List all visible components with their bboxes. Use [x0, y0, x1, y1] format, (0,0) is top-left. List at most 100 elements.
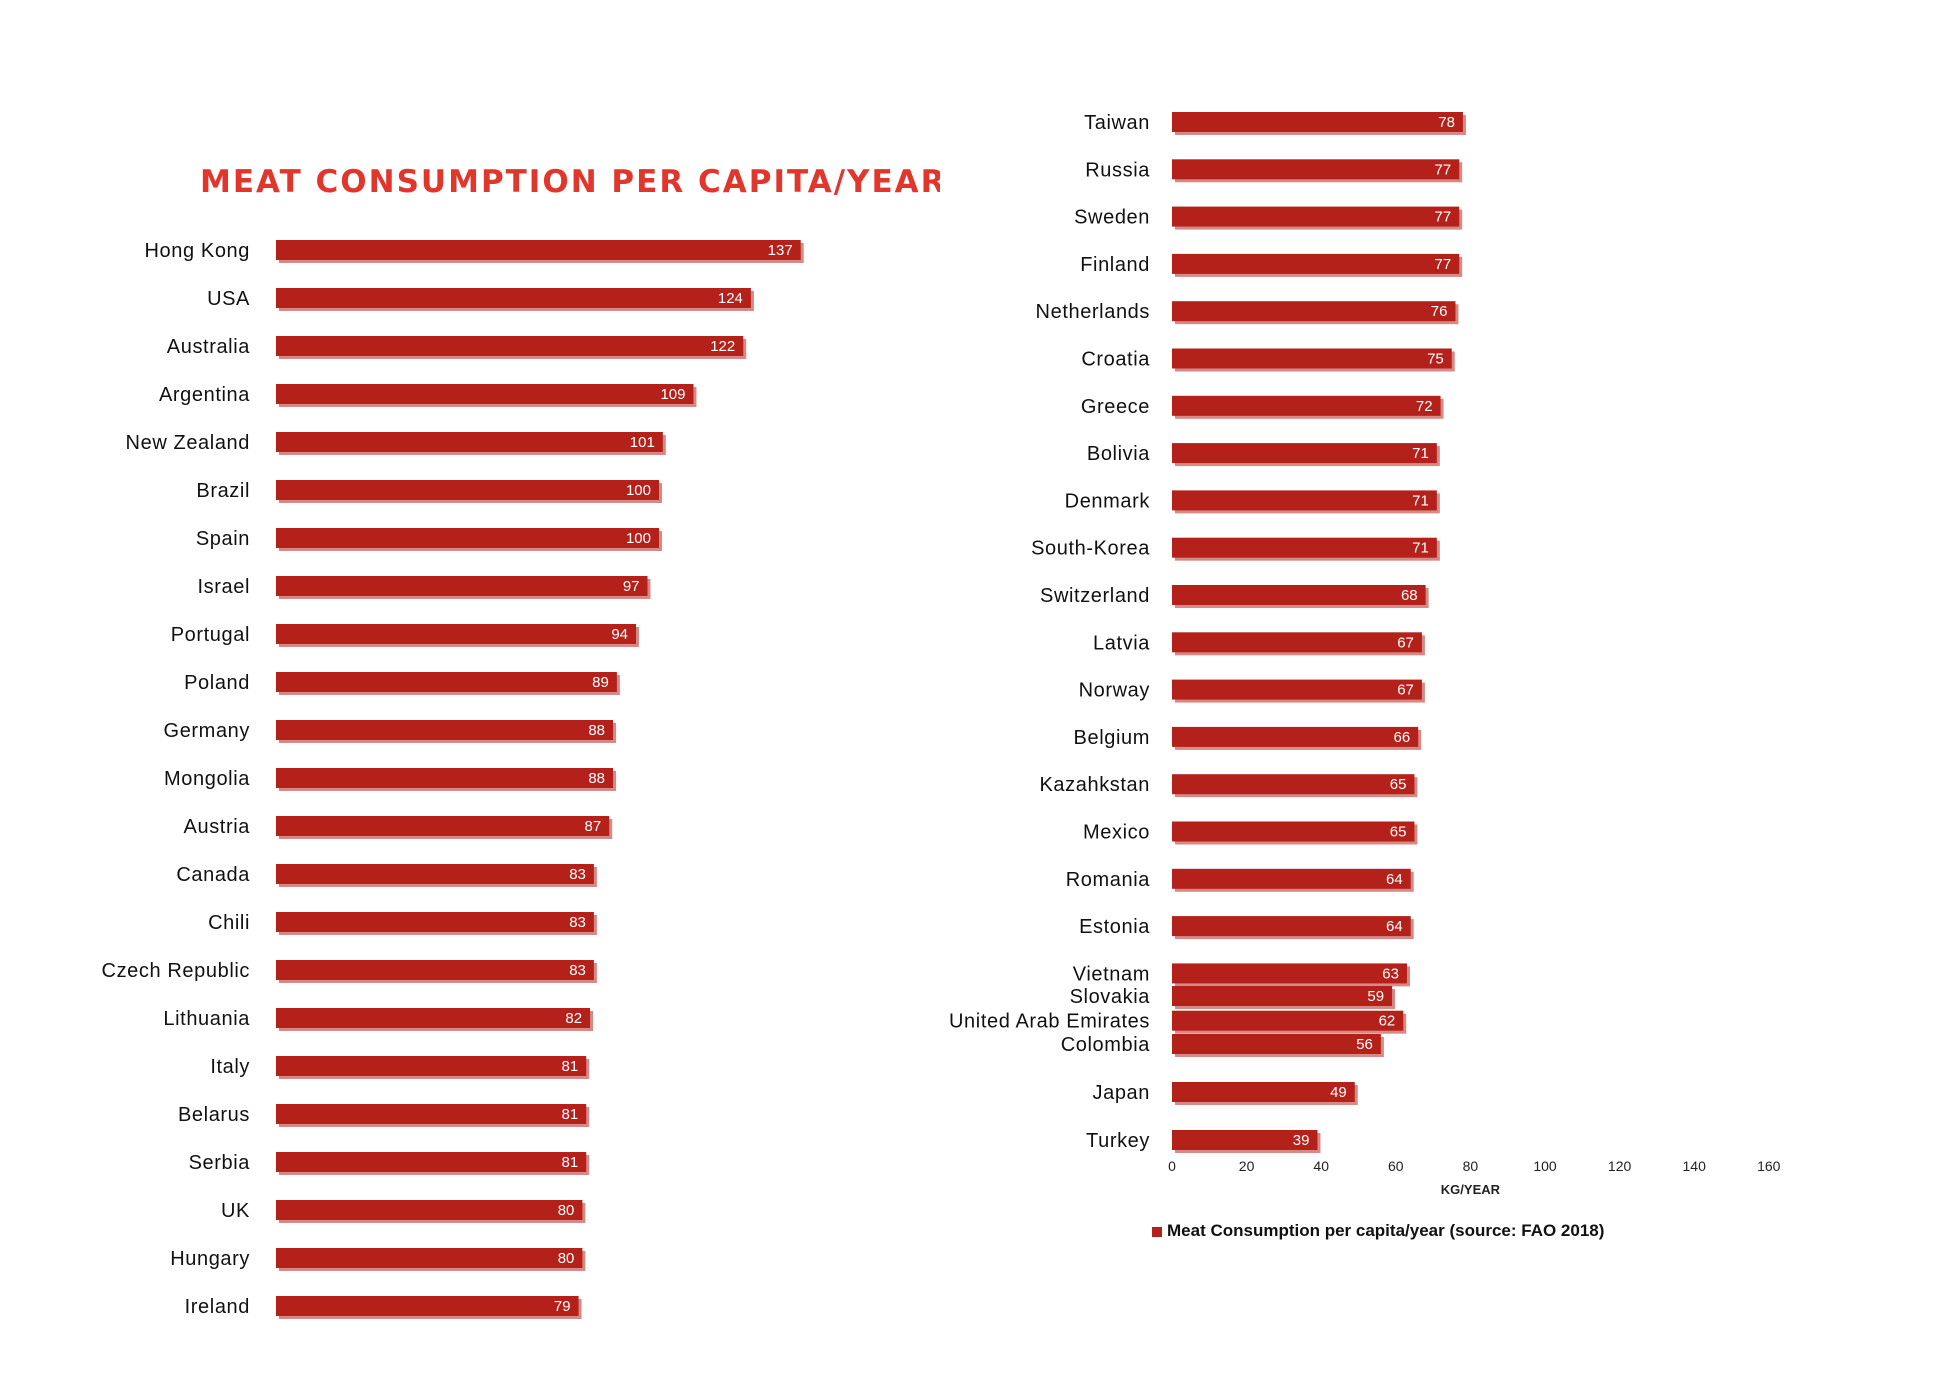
value-label: 67 — [1397, 634, 1414, 651]
category-label: Greece — [1081, 396, 1150, 418]
bar-group: Germany 88 — [164, 720, 617, 743]
bar — [276, 864, 594, 884]
bar — [276, 528, 659, 548]
bar — [276, 1008, 591, 1028]
value-label: 62 — [1379, 1013, 1396, 1030]
category-label: Mexico — [1083, 822, 1150, 844]
value-label: 81 — [562, 1106, 579, 1123]
bar-group: Bolivia 71 — [1087, 443, 1440, 467]
category-label: Austria — [184, 816, 251, 838]
category-label: Argentina — [159, 384, 250, 406]
bar — [1172, 632, 1422, 653]
bar — [1172, 1082, 1355, 1102]
bar — [276, 912, 594, 932]
bar — [1172, 443, 1437, 464]
value-label: 101 — [630, 434, 655, 451]
bar-group: Ireland 79 — [185, 1296, 582, 1319]
bar-group: Sweden 77 — [1074, 206, 1463, 230]
category-label: Spain — [196, 528, 250, 550]
category-label: Norway — [1079, 680, 1150, 702]
bar-group: Vietnam 63 — [1073, 963, 1410, 987]
value-label: 71 — [1412, 492, 1429, 509]
value-label: 83 — [569, 962, 586, 979]
category-label: USA — [207, 288, 250, 310]
bar-group: Israel 97 — [197, 576, 651, 599]
value-label: 65 — [1390, 824, 1407, 841]
bar-group: Czech Republic 83 — [102, 960, 597, 983]
value-label: 49 — [1330, 1084, 1347, 1101]
value-label: 65 — [1390, 776, 1407, 793]
x-tick-label: 80 — [1463, 1158, 1479, 1174]
value-label: 97 — [623, 578, 640, 595]
bar — [1172, 585, 1426, 605]
bar-group: Belarus 81 — [178, 1104, 590, 1127]
bar — [1172, 986, 1393, 1006]
right-chart-panel: Taiwan 78 Russia 77 Sweden 77 Finland 77 Netherl… — [940, 80, 1810, 1360]
category-label: Belgium — [1074, 727, 1150, 749]
category-label: Germany — [164, 720, 250, 742]
category-label: Bolivia — [1087, 443, 1150, 465]
category-label: Switzerland — [1040, 585, 1150, 607]
category-label: Vietnam — [1073, 963, 1150, 985]
category-label: Belarus — [178, 1104, 250, 1126]
bar — [1172, 1010, 1404, 1031]
bar-group: Australia 122 — [167, 336, 747, 359]
category-label: Denmark — [1065, 490, 1151, 512]
category-label: UK — [221, 1200, 250, 1222]
bar — [276, 384, 694, 404]
value-label: 80 — [558, 1202, 575, 1219]
bar — [276, 576, 648, 596]
bar-group: Italy 81 — [210, 1056, 590, 1079]
bar-group: New Zealand 101 — [126, 432, 666, 455]
bar-group: Netherlands 76 — [1036, 301, 1459, 325]
bar-group: Latvia 67 — [1093, 632, 1425, 656]
legend-label: Meat Consumption per capita/year (source… — [1167, 1221, 1604, 1240]
value-label: 94 — [611, 626, 628, 643]
category-label: Sweden — [1074, 207, 1150, 229]
bar — [276, 240, 801, 260]
bar-group: Russia 77 — [1085, 159, 1463, 183]
bar — [1172, 1130, 1318, 1150]
bar — [1172, 159, 1460, 180]
category-label: Finland — [1080, 254, 1150, 276]
x-tick-label: 120 — [1608, 1158, 1632, 1174]
bar — [276, 816, 610, 836]
bar — [276, 768, 614, 788]
category-label: Brazil — [196, 480, 250, 502]
category-label: Hungary — [170, 1248, 250, 1270]
value-label: 77 — [1435, 161, 1452, 178]
value-label: 64 — [1386, 918, 1403, 935]
bar-group: Estonia 64 — [1079, 916, 1414, 940]
bar-group: Turkey 39 — [1086, 1130, 1321, 1153]
category-label: Estonia — [1079, 916, 1150, 938]
chart-title: MEAT CONSUMPTION PER CAPITA/YEAR — [200, 164, 947, 200]
bar-group: United Arab Emirates 62 — [949, 1010, 1407, 1034]
bar-group: Slovakia 59 — [1070, 986, 1396, 1009]
bar-group: Romania 64 — [1066, 868, 1414, 892]
bar-group: Kazahkstan 65 — [1039, 774, 1418, 798]
bar — [276, 288, 751, 308]
category-label: Taiwan — [1084, 112, 1150, 134]
category-label: Italy — [210, 1056, 250, 1078]
bar — [1172, 679, 1422, 700]
category-label: Hong Kong — [145, 240, 250, 262]
bar-group: Chili 83 — [208, 912, 597, 935]
bar-group: Switzerland 68 — [1040, 585, 1429, 608]
bar — [276, 1056, 587, 1076]
bar — [1172, 348, 1452, 369]
bar — [1172, 963, 1407, 984]
value-label: 67 — [1397, 682, 1414, 699]
x-tick-label: 20 — [1239, 1158, 1255, 1174]
bar-group: Japan 49 — [1093, 1082, 1358, 1105]
bar-group: Brazil 100 — [196, 480, 662, 503]
category-label: Serbia — [189, 1152, 251, 1174]
value-label: 77 — [1435, 209, 1452, 226]
right-bar-chart: Taiwan 78 Russia 77 Sweden 77 Finland 77 Netherl… — [949, 112, 1781, 1240]
value-label: 109 — [660, 386, 685, 403]
category-label: Poland — [184, 672, 250, 694]
bar-group: Norway 67 — [1079, 679, 1425, 703]
bar-group: UK 80 — [221, 1200, 586, 1223]
bar — [1172, 774, 1415, 795]
bar — [276, 1296, 579, 1316]
